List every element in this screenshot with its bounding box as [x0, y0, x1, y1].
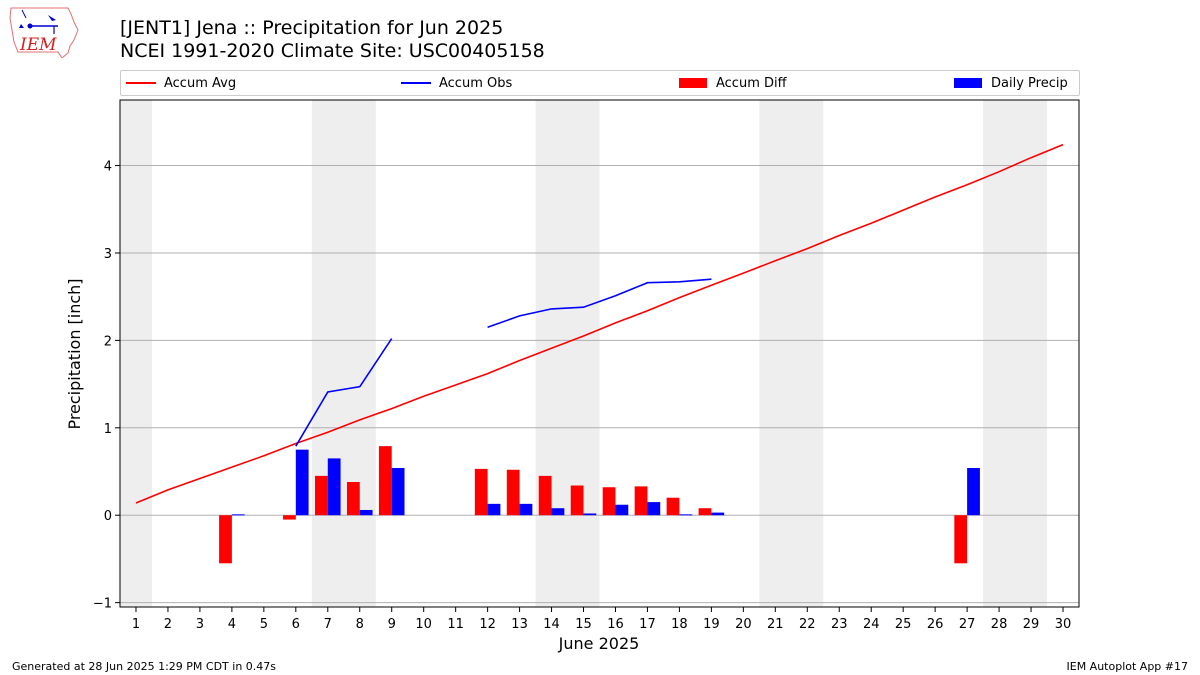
- weekend-band-3: [535, 100, 600, 607]
- bar-daily-precip-day-12: [487, 503, 501, 516]
- bar-accum-diff-day-9: [378, 446, 392, 516]
- bar-daily-precip-day-4: [231, 514, 245, 516]
- legend-item-accum-obs: Accum Obs: [401, 71, 512, 95]
- bar-accum-diff-day-7: [314, 475, 328, 516]
- y-tick-label: 4: [104, 160, 112, 175]
- x-tick-label: 17: [639, 617, 656, 632]
- x-tick-label: 8: [356, 617, 364, 632]
- x-tick-label: 1: [132, 617, 140, 632]
- x-tick-label: 4: [228, 617, 236, 632]
- x-tick-label: 3: [196, 617, 204, 632]
- chart-title: [JENT1] Jena :: Precipitation for Jun 20…: [120, 17, 504, 39]
- bar-daily-precip-day-7: [327, 458, 341, 516]
- line-accum-obs-segment-2: [487, 278, 712, 329]
- x-tick-label: 12: [479, 617, 496, 632]
- bar-daily-precip-day-17: [647, 502, 661, 516]
- bar-daily-precip-day-8: [359, 509, 373, 516]
- footer-generated: Generated at 28 Jun 2025 1:29 PM CDT in …: [12, 660, 277, 673]
- y-tick-label: 0: [104, 509, 112, 524]
- legend-label-accum-avg: Accum Avg: [164, 75, 237, 91]
- x-tick-label: 30: [1055, 617, 1072, 632]
- chart-subtitle: NCEI 1991-2020 Climate Site: USC00405158: [120, 40, 545, 62]
- bar-daily-precip-day-9: [391, 468, 405, 516]
- legend-item-daily-precip: Daily Precip: [954, 71, 1068, 95]
- bar-daily-precip-day-13: [519, 503, 533, 516]
- legend-item-accum-diff: Accum Diff: [679, 71, 787, 95]
- x-tick-label: 13: [511, 617, 528, 632]
- legend-item-accum-avg: Accum Avg: [126, 71, 236, 95]
- plot-frame: [119, 99, 1080, 608]
- bar-accum-diff-day-19: [698, 508, 712, 516]
- x-tick-label: 29: [1023, 617, 1040, 632]
- y-tick-label: 2: [104, 334, 112, 349]
- bar-accum-diff-day-6: [283, 515, 296, 520]
- line-accum-avg-segment-1: [135, 143, 1064, 504]
- x-tick-label: 18: [671, 617, 688, 632]
- bar-daily-precip-day-14: [551, 508, 565, 516]
- y-tick-label: 1: [104, 422, 112, 437]
- x-tick-label: 22: [799, 617, 816, 632]
- iem-logo: IEM: [8, 6, 80, 59]
- bar-accum-diff-day-18: [666, 497, 680, 516]
- line-accum-obs-segment-1: [295, 338, 393, 447]
- bar-accum-diff-day-27: [954, 515, 968, 564]
- x-tick-label: 10: [415, 617, 432, 632]
- x-tick-label: 20: [735, 617, 752, 632]
- x-tick-label: 15: [575, 617, 592, 632]
- x-tick-label: 2: [164, 617, 172, 632]
- weekend-band-5: [983, 100, 1048, 607]
- weekend-band-2: [311, 100, 376, 607]
- x-tick-label: 16: [607, 617, 624, 632]
- legend-label-accum-obs: Accum Obs: [439, 75, 513, 91]
- bar-accum-diff-day-8: [346, 481, 360, 516]
- y-tick-label: −1: [93, 597, 112, 612]
- legend-swatch-accum-diff: [679, 78, 707, 88]
- x-tick-label: 7: [324, 617, 332, 632]
- bar-accum-diff-day-14: [538, 475, 552, 516]
- x-axis-label: June 2025: [558, 634, 640, 653]
- weekend-band-4: [759, 100, 824, 607]
- x-tick-label: 24: [863, 617, 880, 632]
- footer-app-id: IEM Autoplot App #17: [1066, 660, 1189, 673]
- x-tick-label: 11: [447, 617, 464, 632]
- x-tick-label: 6: [292, 617, 300, 632]
- weekend-band-1: [120, 100, 152, 607]
- bar-accum-diff-day-4: [219, 515, 232, 564]
- bar-daily-precip-day-6: [295, 449, 309, 516]
- x-tick-label: 5: [260, 617, 268, 632]
- bar-accum-diff-day-15: [570, 485, 584, 516]
- x-tick-label: 28: [991, 617, 1008, 632]
- y-tick-label: 3: [104, 247, 112, 262]
- x-tick-label: 26: [927, 617, 944, 632]
- bar-accum-diff-day-13: [506, 469, 520, 516]
- x-tick-label: 19: [703, 617, 720, 632]
- legend-label-accum-diff: Accum Diff: [716, 75, 787, 91]
- bar-daily-precip-day-15: [583, 513, 597, 516]
- legend-swatch-daily-precip: [954, 78, 982, 88]
- x-tick-label: 14: [543, 617, 560, 632]
- bar-daily-precip-day-16: [615, 504, 629, 516]
- bar-accum-diff-day-12: [474, 468, 488, 516]
- x-tick-label: 27: [959, 617, 976, 632]
- y-axis-label: Precipitation [inch]: [65, 278, 84, 429]
- legend-swatch-accum-obs: [401, 82, 431, 84]
- x-tick-label: 21: [767, 617, 784, 632]
- bar-accum-diff-day-17: [634, 486, 648, 516]
- bar-daily-precip-day-27: [967, 468, 980, 516]
- legend-label-daily-precip: Daily Precip: [991, 75, 1068, 91]
- bar-daily-precip-day-19: [711, 512, 725, 516]
- bar-daily-precip-day-18: [679, 514, 693, 516]
- x-tick-label: 25: [895, 617, 912, 632]
- iem-logo-graphic: [9, 7, 79, 59]
- bar-accum-diff-day-16: [602, 487, 616, 516]
- logo-text: IEM: [20, 35, 57, 55]
- chart-legend: Accum Avg Accum Obs Accum Diff Daily Pre…: [120, 70, 1080, 96]
- x-tick-label: 9: [388, 617, 396, 632]
- legend-swatch-accum-avg: [126, 82, 156, 84]
- x-tick-label: 23: [831, 617, 848, 632]
